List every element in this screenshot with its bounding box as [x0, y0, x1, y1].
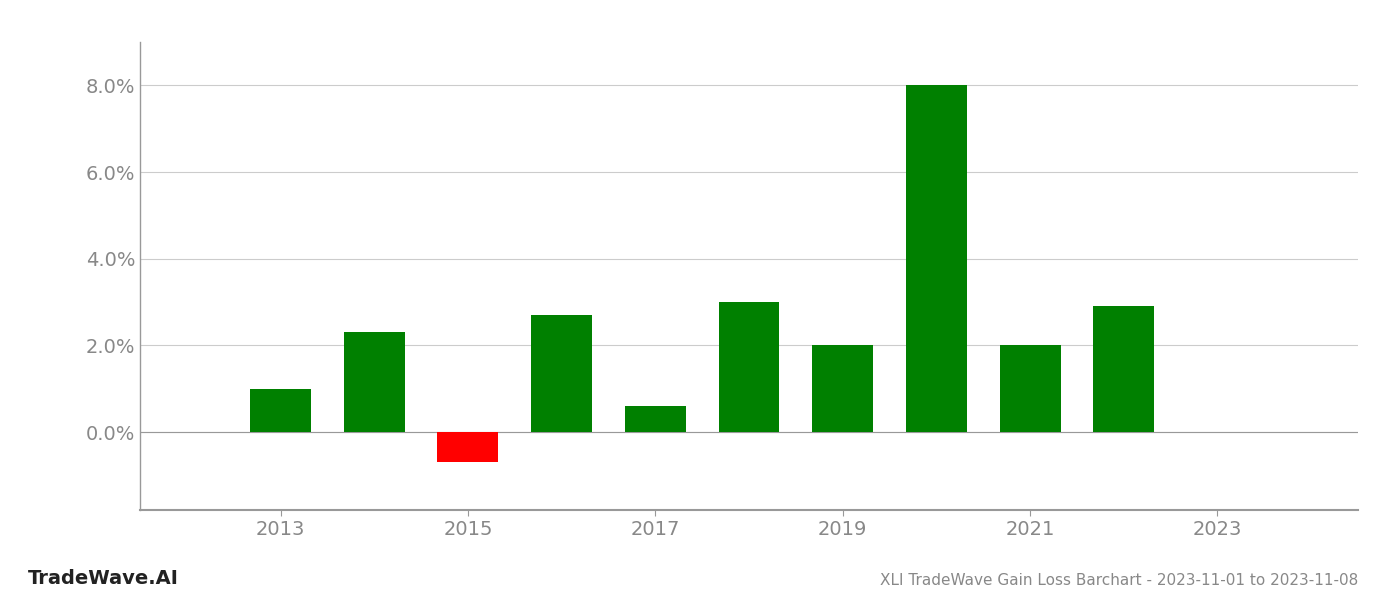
Bar — [812, 346, 874, 432]
Bar — [906, 85, 967, 432]
Bar — [624, 406, 686, 432]
Bar — [531, 315, 592, 432]
Text: XLI TradeWave Gain Loss Barchart - 2023-11-01 to 2023-11-08: XLI TradeWave Gain Loss Barchart - 2023-… — [879, 573, 1358, 588]
Bar — [437, 432, 498, 463]
Bar — [251, 389, 311, 432]
Bar — [718, 302, 780, 432]
Bar — [344, 332, 405, 432]
Bar — [1093, 307, 1154, 432]
Bar — [1000, 346, 1061, 432]
Text: TradeWave.AI: TradeWave.AI — [28, 569, 179, 588]
